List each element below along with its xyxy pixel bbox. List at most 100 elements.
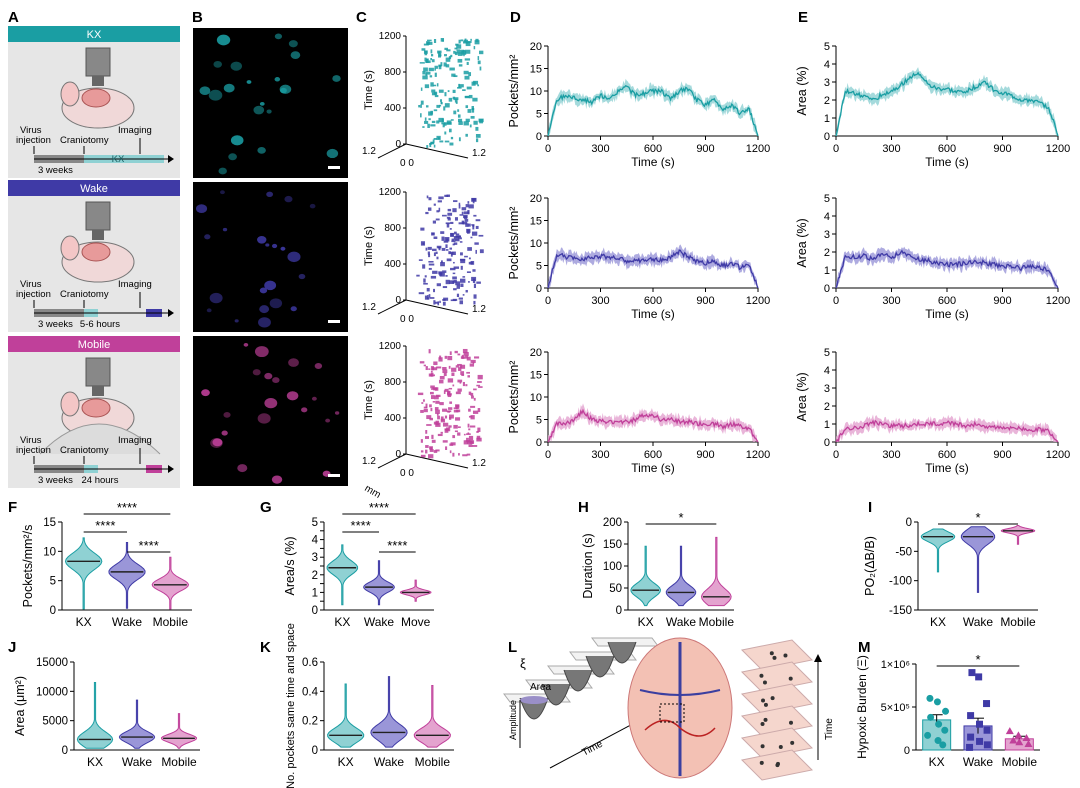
pocket-point bbox=[452, 208, 457, 213]
pocket-point bbox=[458, 453, 460, 456]
pocket-point bbox=[479, 249, 484, 254]
pocket-point bbox=[436, 120, 440, 124]
pocket-point bbox=[445, 275, 448, 277]
pocket-point bbox=[450, 54, 453, 58]
pocket-point bbox=[429, 391, 434, 395]
pocket-point bbox=[454, 239, 460, 242]
pocket-blob bbox=[228, 153, 237, 161]
pocket-point bbox=[469, 124, 472, 128]
pocket-blob bbox=[272, 377, 280, 384]
panel-letter-i: I bbox=[868, 499, 872, 516]
category-label-G-Move: Move bbox=[401, 615, 431, 629]
pocket-point bbox=[423, 408, 428, 413]
pocket-point bbox=[427, 39, 432, 42]
y-tick-label: 3 bbox=[824, 383, 830, 395]
pocket-point bbox=[422, 70, 426, 75]
pocket-point bbox=[476, 437, 482, 442]
pocket-point bbox=[472, 225, 475, 227]
pocket-point bbox=[457, 363, 461, 366]
pocket-point bbox=[465, 289, 468, 293]
pocket-point bbox=[467, 432, 470, 435]
hypoxic-funnel-icon bbox=[607, 641, 637, 664]
pocket-point bbox=[428, 260, 434, 263]
data-point-m bbox=[983, 726, 991, 734]
pocket-point bbox=[477, 374, 483, 380]
hypoxic-funnel-icon bbox=[541, 683, 571, 706]
pocket-point bbox=[473, 46, 476, 50]
pocket-point bbox=[428, 373, 433, 377]
pocket-dot bbox=[770, 696, 775, 701]
pocket-dot bbox=[788, 676, 793, 681]
pocket-point bbox=[429, 417, 433, 421]
violin-J-Wake bbox=[118, 699, 156, 749]
pocket-point bbox=[431, 89, 436, 93]
pocket-blob bbox=[237, 464, 248, 473]
mouse-ear-icon-1 bbox=[60, 235, 80, 261]
pocket-point bbox=[453, 236, 459, 240]
y-tick-label: 5 bbox=[536, 415, 542, 427]
pocket-point bbox=[464, 218, 469, 222]
pocket-blob bbox=[204, 234, 211, 240]
panel-letter-a: A bbox=[8, 9, 19, 26]
pocket-point bbox=[430, 385, 435, 389]
x-tick-label: 300 bbox=[591, 449, 609, 461]
y-tick-label: 10 bbox=[530, 86, 542, 98]
y-tick-label: 15 bbox=[530, 370, 542, 382]
pocket-point bbox=[468, 444, 473, 448]
pocket-point bbox=[444, 92, 447, 97]
pocket-point bbox=[463, 121, 469, 126]
category-label-F-KX: KX bbox=[76, 615, 92, 629]
pocket-point bbox=[446, 122, 452, 125]
y-tick-label: 0 bbox=[536, 437, 542, 449]
pocket-blob bbox=[259, 287, 268, 294]
pocket-point bbox=[465, 41, 471, 47]
pocket-point bbox=[444, 140, 450, 143]
pocket-point bbox=[457, 52, 463, 56]
pocket-point bbox=[434, 301, 439, 304]
pocket-point bbox=[476, 431, 479, 433]
pocket-point bbox=[448, 425, 452, 428]
pocket-point bbox=[434, 65, 438, 69]
x-tick-right: 1.2 bbox=[472, 148, 486, 159]
pocket-point bbox=[479, 66, 482, 71]
objective-icon-0 bbox=[92, 76, 104, 86]
violin-F-Mobile bbox=[151, 556, 190, 610]
x-tick-label: 300 bbox=[591, 295, 609, 307]
pocket-point bbox=[433, 388, 438, 391]
pocket-point bbox=[471, 395, 474, 399]
error-band-E-KX bbox=[836, 67, 1057, 136]
pocket-point bbox=[461, 207, 467, 211]
pocket-point bbox=[435, 409, 440, 414]
duration-label-0: KX bbox=[112, 154, 125, 165]
pocket-point bbox=[462, 381, 465, 387]
pocket-point bbox=[427, 123, 430, 128]
pocket-point bbox=[452, 298, 458, 301]
x-tick-label: 600 bbox=[644, 449, 662, 461]
pocket-point bbox=[438, 357, 443, 362]
x-tick-label: 0 bbox=[545, 449, 551, 461]
z-tick-label: 1200 bbox=[379, 187, 402, 198]
pocket-point bbox=[431, 54, 434, 57]
mouse-ear-icon-2 bbox=[60, 391, 80, 417]
pocket-point bbox=[442, 440, 448, 443]
violin-K-Wake bbox=[370, 676, 408, 748]
origin-ticks: 0 0 bbox=[400, 314, 414, 325]
pocket-point bbox=[436, 104, 441, 108]
violin-K-KX bbox=[327, 683, 365, 748]
pocket-point bbox=[444, 194, 449, 197]
data-point-m bbox=[1022, 733, 1031, 741]
pocket-point bbox=[479, 50, 484, 55]
pocket-point bbox=[468, 391, 472, 395]
x-tick-left: 1.2 bbox=[362, 456, 376, 467]
pocket-point bbox=[454, 47, 458, 50]
y-tick-label: 15000 bbox=[36, 657, 68, 669]
pocket-point bbox=[420, 409, 424, 413]
pocket-blob bbox=[266, 191, 274, 198]
y-tick-label: 1 bbox=[824, 419, 830, 431]
pocket-point bbox=[473, 300, 476, 305]
microscopy-kx bbox=[193, 28, 348, 178]
pocket-point bbox=[447, 393, 452, 396]
pocket-blob bbox=[264, 280, 277, 291]
panel-letter-j: J bbox=[8, 639, 16, 656]
